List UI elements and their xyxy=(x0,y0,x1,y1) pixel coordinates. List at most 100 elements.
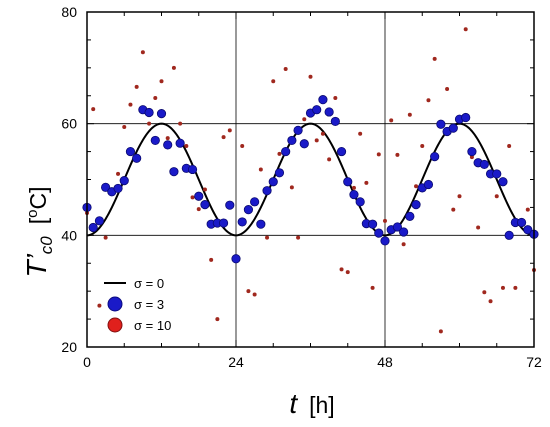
y-tick-label: 40 xyxy=(61,227,77,243)
sigma-10-point xyxy=(364,180,369,185)
sigma-10-point xyxy=(525,207,530,212)
sigma-10-point xyxy=(488,299,493,304)
sigma-10-point xyxy=(445,87,450,92)
sigma-10-point xyxy=(395,152,400,157)
sigma-3-point xyxy=(392,222,403,232)
sigma-3-point xyxy=(318,95,328,105)
tick-labels: 0 24 48 72 20 40 60 80 xyxy=(61,4,542,370)
x-axis-label-var: t xyxy=(289,388,298,419)
sigma-10-point xyxy=(265,235,270,240)
sigma-3-point xyxy=(125,146,136,157)
sigma-10-point xyxy=(333,95,338,100)
sigma-3-point xyxy=(237,217,247,227)
sigma-3-point xyxy=(380,236,390,246)
sigma-10-point xyxy=(500,285,505,290)
sigma-10-point xyxy=(190,195,195,200)
sigma-10-point xyxy=(171,65,176,70)
sigma-10-point xyxy=(196,207,201,212)
sigma-3-point xyxy=(461,112,471,123)
sigma-3-point xyxy=(194,191,204,201)
legend-label-sigma-10: σ = 10 xyxy=(134,318,171,333)
sigma-3-point xyxy=(262,186,272,196)
sigma-3-point xyxy=(243,205,254,215)
sigma-10-point xyxy=(494,194,499,199)
sigma-3-point xyxy=(256,219,266,229)
sigma-3-point xyxy=(132,153,142,163)
sigma-3-point xyxy=(218,218,229,228)
sigma-3-point xyxy=(436,119,446,129)
sigma-3-point xyxy=(330,116,340,127)
sigma-3-point xyxy=(287,135,297,146)
sigma-3-point xyxy=(94,216,105,226)
sigma-3-point xyxy=(268,177,278,187)
sigma-10-point xyxy=(383,218,387,223)
sigma-3-point xyxy=(336,146,347,157)
sigma-10-point xyxy=(370,285,375,290)
sigma-10-point xyxy=(376,152,381,157)
sigma-10-point xyxy=(469,155,474,160)
sigma-10-point xyxy=(277,151,282,156)
sigma-10-point xyxy=(513,285,518,290)
y-axis-label-unit-open: [ xyxy=(25,217,51,224)
sigma-3-point xyxy=(274,168,285,178)
y-axis-label-sub: c0 xyxy=(37,236,56,255)
sigma-10-point xyxy=(184,144,189,148)
sigma-10-point xyxy=(128,102,133,107)
sigma-10-point xyxy=(320,131,325,136)
sigma-10-point xyxy=(97,303,102,308)
sigma-3-point xyxy=(405,211,415,221)
sigma-3-point xyxy=(200,200,210,210)
sigma-3-point xyxy=(516,217,527,228)
sigma-10-point xyxy=(451,207,456,212)
legend-label-sigma-3: σ = 3 xyxy=(134,297,164,312)
x-axis-label: t [h] xyxy=(289,388,334,419)
series-points xyxy=(82,27,539,334)
sigma-3-point xyxy=(367,219,378,229)
sigma-10-point xyxy=(147,121,152,126)
sigma-10-point xyxy=(283,66,288,71)
sigma-10-point xyxy=(345,270,350,275)
legend: σ = 0 σ = 3 σ = 10 xyxy=(104,276,171,333)
sigma-3-point xyxy=(343,177,353,187)
sigma-10-point xyxy=(426,98,431,103)
sigma-10-point xyxy=(165,136,170,141)
sigma-3-point xyxy=(430,152,440,162)
sigma-3-point xyxy=(299,139,309,149)
sigma-3-point xyxy=(467,146,477,157)
sigma-10-point xyxy=(178,121,183,126)
sigma-3-point xyxy=(523,225,533,235)
sigma-3-point xyxy=(169,167,179,177)
sigma-10-point xyxy=(116,171,121,176)
sigma-3-point xyxy=(411,200,421,210)
y-axis-label: T’c0 [oC] xyxy=(21,186,56,277)
plot-frame xyxy=(86,11,535,348)
y-tick-label: 60 xyxy=(61,116,77,132)
sigma-3-point xyxy=(349,189,359,200)
sigma-10-point xyxy=(227,128,232,133)
sigma-10-point xyxy=(389,118,394,123)
sigma-3-point xyxy=(113,183,123,194)
y-axis-label-unit-main: C] xyxy=(25,186,51,209)
sigma-10-point xyxy=(482,290,487,295)
sigma-10-point xyxy=(414,184,419,189)
sigma-3-point xyxy=(156,109,167,119)
sigma-3-point xyxy=(281,146,291,157)
sigma-3-point xyxy=(479,159,489,170)
sigma-10-point xyxy=(209,257,214,262)
sigma-3-point xyxy=(355,197,365,207)
legend-label-sigma-0: σ = 0 xyxy=(134,276,164,291)
legend-marker-sigma-10 xyxy=(107,317,123,333)
sigma-3-point xyxy=(293,125,303,135)
sigma-10-point xyxy=(457,194,462,199)
sigma-3-point xyxy=(163,140,173,150)
x-tick-label: 24 xyxy=(228,354,244,370)
legend-marker-sigma-3 xyxy=(107,296,123,312)
sigma-3-point xyxy=(498,177,508,187)
sigma-10-point xyxy=(327,157,332,162)
sigma-10-point xyxy=(252,292,257,297)
sigma-3-point xyxy=(150,135,160,146)
sigma-10-point xyxy=(221,135,226,140)
sigma-10-point xyxy=(91,107,96,112)
